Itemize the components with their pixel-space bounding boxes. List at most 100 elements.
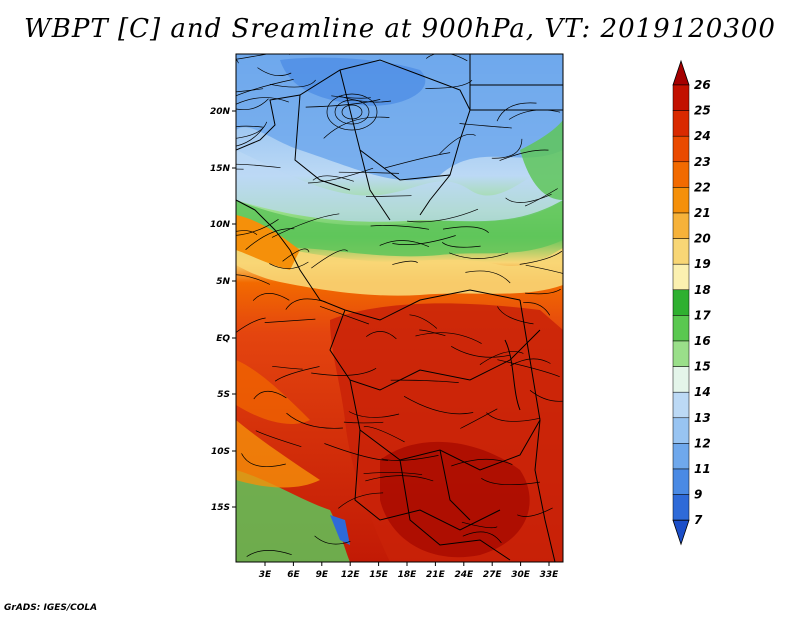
- lon-label: 15E: [369, 570, 389, 580]
- streamline: [419, 329, 446, 337]
- streamline: [462, 531, 502, 544]
- streamline: [363, 472, 423, 476]
- streamline: [236, 230, 258, 235]
- streamline: [365, 475, 434, 482]
- streamline: [255, 430, 302, 448]
- streamline: [236, 97, 289, 105]
- streamline: [365, 195, 412, 198]
- lon-label: 30E: [511, 570, 531, 580]
- lon-label: 3E: [259, 570, 272, 580]
- streamlines: [236, 54, 563, 557]
- colorbar-segment: [672, 468, 690, 495]
- colorbar-segment: [672, 494, 690, 521]
- colorbar-segment: [672, 110, 690, 137]
- streamline: [323, 116, 390, 139]
- streamline: [381, 455, 439, 461]
- streamline: [274, 366, 320, 382]
- streamline: [479, 351, 524, 365]
- streamline: [523, 302, 551, 316]
- latitude-axis: 20N 15N 10N 5N EQ 5S 10S 15S: [210, 107, 236, 513]
- streamline: [331, 95, 371, 99]
- colorbar-segment: [672, 263, 690, 291]
- streamline: [338, 171, 400, 174]
- colorbar-segment: [672, 161, 690, 188]
- streamline: [449, 252, 509, 259]
- streamline: [451, 345, 511, 358]
- streamline: [390, 379, 459, 383]
- lat-label: EQ: [216, 334, 230, 344]
- chart-title: WBPT [C] and Sreamline at 900hPa, VT: 20…: [24, 14, 776, 44]
- lat-label: 5N: [216, 277, 230, 287]
- colorbar-segment: [672, 84, 690, 111]
- longitude-axis: 3E 6E 9E 12E 15E 18E 21E 24E 27E 30E 33E: [259, 562, 559, 580]
- colorbar-label: 19: [694, 257, 711, 271]
- colorbar-label: 11: [694, 462, 711, 476]
- colorbar-label: 21: [694, 206, 711, 220]
- streamline: [252, 293, 290, 301]
- lon-label: 12E: [341, 570, 361, 580]
- streamline: [407, 208, 479, 223]
- streamline: [392, 260, 418, 265]
- streamline: [441, 242, 481, 248]
- colorbar-label: 24: [694, 129, 711, 143]
- footer-credit: GrADS: IGES/COLA: [4, 603, 98, 613]
- streamline: [271, 213, 340, 238]
- streamline: [497, 359, 560, 378]
- streamline: [459, 123, 512, 129]
- lon-label: 9E: [316, 570, 329, 580]
- streamline: [236, 59, 239, 64]
- streamline: [499, 149, 549, 161]
- streamline: [525, 264, 563, 274]
- streamline: [236, 121, 268, 139]
- streamline: [505, 193, 552, 203]
- streamline: [253, 390, 287, 400]
- streamline: [236, 274, 270, 285]
- streamline: [264, 318, 316, 323]
- streamline: [324, 443, 389, 461]
- streamline: [257, 67, 292, 76]
- streamline: [236, 88, 264, 93]
- colorbar-label: 15: [694, 360, 711, 374]
- colorbar-segment: [672, 289, 690, 316]
- colorbar-label: 26: [694, 78, 711, 92]
- colorbar-label: 12: [694, 436, 711, 450]
- colorbar-label: 13: [694, 411, 711, 425]
- streamline: [510, 358, 551, 367]
- lat-label: 10N: [210, 220, 231, 230]
- streamline: [338, 492, 384, 509]
- streamline: [338, 95, 392, 103]
- lat-label: 10S: [211, 447, 230, 457]
- lon-label: 24E: [454, 570, 474, 580]
- lon-label: 33E: [540, 570, 560, 580]
- lon-label: 27E: [483, 570, 503, 580]
- lat-label: 15N: [210, 164, 231, 174]
- lon-label: 18E: [398, 570, 418, 580]
- colorbar-label: 25: [694, 104, 711, 118]
- streamline: [343, 421, 384, 424]
- streamline: [524, 188, 558, 207]
- streamline: [517, 507, 553, 517]
- streamline: [286, 412, 343, 429]
- colorbar-label: 18: [694, 283, 711, 297]
- streamline: [348, 411, 400, 418]
- streamline: [319, 305, 370, 325]
- lon-label: 6E: [287, 570, 300, 580]
- streamline: [282, 248, 310, 262]
- streamline: [496, 102, 537, 122]
- colorbar-segment: [672, 443, 690, 470]
- colorbar-label: 14: [694, 385, 711, 399]
- colorbar-segment: [672, 340, 690, 367]
- streamline: [384, 152, 451, 169]
- colorbar-segment: [672, 135, 690, 163]
- streamline: [403, 395, 474, 415]
- streamline: [236, 168, 244, 170]
- colorbar-segment: [672, 417, 690, 444]
- streamline: [269, 261, 309, 269]
- streamline: [460, 408, 498, 429]
- colorbar-label: 7: [694, 513, 703, 527]
- streamline: [519, 250, 563, 265]
- streamline: [461, 521, 498, 529]
- streamline: [314, 535, 351, 545]
- map-frame: [235, 53, 564, 563]
